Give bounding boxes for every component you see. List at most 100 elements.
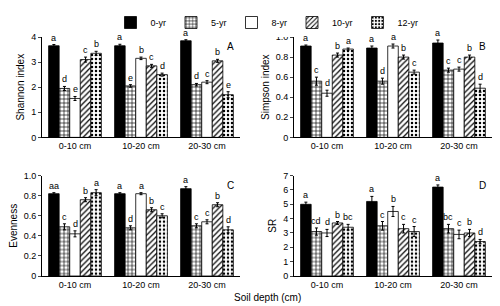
svg-text:0-10 cm: 0-10 cm	[311, 141, 344, 151]
svg-text:8-yr: 8-yr	[272, 18, 288, 28]
svg-text:0: 0	[31, 271, 36, 281]
svg-text:0: 0	[283, 271, 288, 281]
svg-text:e: e	[128, 73, 133, 83]
svg-text:12-yr: 12-yr	[398, 18, 419, 28]
svg-text:20-30 cm: 20-30 cm	[188, 141, 226, 151]
svg-text:c: c	[205, 69, 210, 79]
svg-text:A: A	[227, 41, 234, 52]
svg-text:10-20 cm: 10-20 cm	[374, 280, 412, 290]
svg-text:B: B	[479, 41, 486, 52]
svg-text:10-yr: 10-yr	[332, 18, 353, 28]
svg-text:4: 4	[283, 214, 288, 224]
svg-text:c: c	[205, 208, 210, 218]
svg-text:4: 4	[31, 32, 36, 42]
svg-text:b: b	[215, 191, 220, 201]
svg-text:Soil depth (cm): Soil depth (cm)	[234, 292, 301, 303]
svg-text:b: b	[335, 41, 340, 51]
svg-text:d: d	[226, 215, 231, 225]
svg-text:0-10 cm: 0-10 cm	[311, 280, 344, 290]
svg-text:SR: SR	[267, 219, 278, 233]
svg-text:b: b	[215, 47, 220, 57]
svg-text:10-20 cm: 10-20 cm	[122, 280, 160, 290]
svg-text:2: 2	[31, 82, 36, 92]
svg-text:2: 2	[283, 242, 288, 252]
svg-text:b: b	[94, 39, 99, 49]
svg-text:c: c	[83, 45, 88, 55]
svg-text:10-20 cm: 10-20 cm	[374, 141, 412, 151]
svg-text:1: 1	[283, 257, 288, 267]
svg-text:c: c	[457, 218, 462, 228]
svg-text:c: c	[412, 215, 417, 225]
svg-text:D: D	[479, 180, 486, 191]
svg-text:10-20 cm: 10-20 cm	[122, 141, 160, 151]
svg-text:a: a	[51, 33, 56, 43]
svg-text:a: a	[303, 33, 308, 43]
svg-text:c: c	[401, 212, 406, 222]
svg-text:a: a	[369, 34, 374, 44]
svg-text:b: b	[467, 43, 472, 53]
svg-text:b: b	[401, 43, 406, 53]
svg-text:1: 1	[31, 107, 36, 117]
svg-text:d: d	[325, 217, 330, 227]
svg-text:e: e	[73, 84, 78, 94]
svg-text:d: d	[73, 219, 78, 229]
svg-text:0-10 cm: 0-10 cm	[59, 141, 92, 151]
svg-text:0.8: 0.8	[276, 52, 289, 62]
svg-text:20-30 cm: 20-30 cm	[188, 280, 226, 290]
svg-text:1.0: 1.0	[24, 171, 37, 181]
svg-text:20-30 cm: 20-30 cm	[440, 280, 478, 290]
svg-text:b: b	[139, 45, 144, 55]
svg-text:C: C	[227, 180, 234, 191]
svg-text:c: c	[149, 52, 154, 62]
svg-text:d: d	[194, 71, 199, 81]
svg-text:0.6: 0.6	[276, 72, 289, 82]
svg-text:Evenness: Evenness	[8, 204, 19, 248]
svg-text:0-10 cm: 0-10 cm	[59, 280, 92, 290]
svg-text:d: d	[62, 74, 67, 84]
svg-text:0-yr: 0-yr	[151, 18, 167, 28]
svg-text:c: c	[380, 210, 385, 220]
svg-text:d: d	[478, 72, 483, 82]
svg-text:b: b	[335, 210, 340, 220]
svg-text:5: 5	[283, 199, 288, 209]
svg-text:c: c	[160, 202, 165, 212]
svg-text:cd: cd	[311, 216, 321, 226]
svg-text:a: a	[346, 36, 351, 46]
svg-text:d: d	[478, 227, 483, 237]
svg-text:a: a	[183, 28, 188, 38]
svg-text:b: b	[149, 196, 154, 206]
svg-text:3: 3	[283, 228, 288, 238]
svg-text:0.4: 0.4	[24, 231, 37, 241]
svg-text:0: 0	[31, 133, 36, 143]
svg-text:bc: bc	[443, 212, 453, 222]
svg-text:d: d	[325, 78, 330, 88]
svg-text:c: c	[446, 56, 451, 66]
svg-text:aa: aa	[49, 181, 59, 191]
svg-text:d: d	[128, 214, 133, 224]
svg-text:c: c	[412, 58, 417, 68]
svg-text:b: b	[391, 194, 396, 204]
svg-text:c: c	[194, 212, 199, 222]
svg-text:c: c	[62, 212, 67, 222]
svg-text:6: 6	[283, 185, 288, 195]
svg-text:a: a	[391, 32, 396, 42]
svg-text:a: a	[435, 28, 440, 38]
svg-text:0.4: 0.4	[276, 92, 289, 102]
svg-text:0.6: 0.6	[24, 211, 37, 221]
svg-text:5-yr: 5-yr	[211, 18, 227, 28]
svg-text:0.2: 0.2	[24, 251, 37, 261]
svg-text:7: 7	[283, 171, 288, 181]
svg-text:b: b	[467, 217, 472, 227]
svg-text:Shannon index: Shannon index	[15, 54, 26, 121]
svg-text:a: a	[303, 190, 308, 200]
svg-text:c: c	[314, 65, 319, 75]
svg-text:Simpson index: Simpson index	[260, 54, 271, 120]
svg-text:0: 0	[283, 133, 288, 143]
svg-text:b: b	[83, 186, 88, 196]
svg-text:0.2: 0.2	[276, 112, 289, 122]
svg-text:bc: bc	[343, 212, 353, 222]
svg-text:0.8: 0.8	[24, 191, 37, 201]
svg-text:d: d	[160, 61, 165, 71]
svg-text:d: d	[380, 66, 385, 76]
svg-text:3: 3	[31, 57, 36, 67]
